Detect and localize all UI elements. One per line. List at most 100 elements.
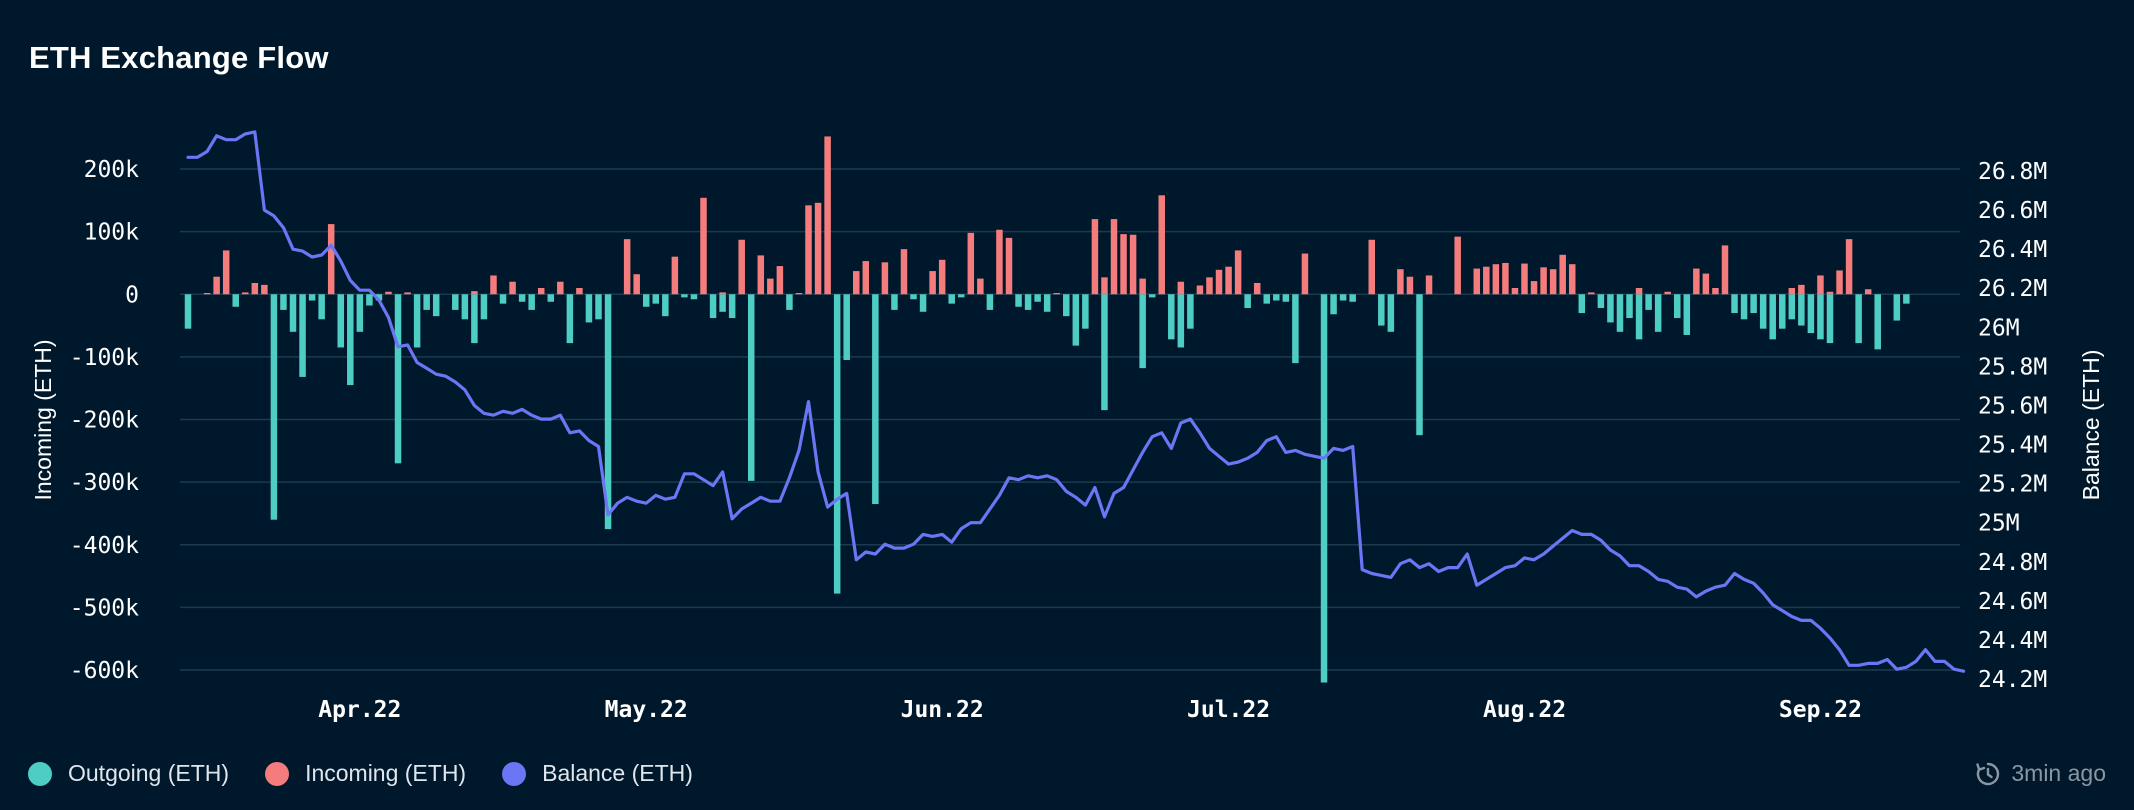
outgoing-bar	[1779, 294, 1786, 329]
incoming-bar	[1206, 277, 1213, 295]
incoming-bar	[1397, 269, 1404, 295]
outgoing-bar	[480, 294, 488, 320]
outgoing-bar	[652, 294, 660, 304]
outgoing-bar	[375, 294, 383, 301]
incoming-bar	[757, 255, 765, 295]
outgoing-dot-icon	[28, 761, 52, 786]
left-axis-ticks: 200k 100k 0 -100k -200k -300k -400k -500k -600k	[70, 157, 139, 684]
outgoing-bar	[299, 294, 306, 377]
outgoing-bar	[1855, 294, 1862, 344]
incoming-bar	[1864, 289, 1872, 295]
incoming-bar	[1368, 239, 1376, 295]
outgoing-bar	[833, 294, 841, 594]
outgoing-bar	[366, 294, 373, 306]
legend-label-balance: Balance (ETH)	[542, 760, 693, 786]
incoming-bar	[1234, 250, 1242, 295]
right-tick-label: 26.8M	[1978, 159, 2047, 185]
balance-line-group	[186, 130, 1966, 673]
outgoing-bar	[318, 294, 325, 320]
right-tick-label: 26M	[1978, 315, 2020, 341]
outgoing-bar	[566, 294, 574, 344]
left-tick-label: -300k	[70, 470, 139, 496]
incoming-bar	[1110, 219, 1118, 295]
incoming-bar	[242, 292, 249, 295]
incoming-bar	[814, 202, 822, 295]
right-tick-label: 24.2M	[1978, 667, 2047, 693]
legend-item-incoming[interactable]: Incoming (ETH)	[265, 760, 466, 787]
right-tick-label: 26.2M	[1978, 276, 2047, 302]
incoming-bar	[576, 287, 583, 295]
incoming-bar	[1530, 281, 1538, 295]
outgoing-bar	[1168, 294, 1175, 340]
incoming-bar	[929, 271, 936, 295]
outgoing-bar	[1893, 294, 1901, 321]
outgoing-bar	[891, 294, 898, 310]
right-tick-label: 25.6M	[1978, 393, 2047, 419]
incoming-bar	[1549, 269, 1557, 295]
outgoing-bar	[919, 294, 927, 312]
outgoing-bar	[1148, 294, 1156, 298]
outgoing-bar	[642, 294, 650, 307]
right-tick-label: 25.2M	[1978, 472, 2047, 498]
incoming-bar	[1721, 245, 1729, 295]
incoming-bar	[738, 239, 745, 295]
outgoing-bar	[958, 294, 965, 298]
incoming-bar	[1836, 270, 1843, 295]
incoming-bar	[1177, 281, 1185, 295]
outgoing-bar	[1740, 294, 1748, 320]
incoming-bar	[1702, 273, 1710, 295]
incoming-bar	[1301, 253, 1309, 295]
incoming-bar	[1005, 237, 1013, 295]
outgoing-bar	[471, 294, 478, 344]
outgoing-bar	[786, 294, 793, 310]
outgoing-bar	[1645, 294, 1652, 310]
outgoing-bar	[184, 294, 192, 329]
incoming-bar	[1454, 236, 1461, 295]
incoming-bar	[795, 292, 803, 295]
outgoing-bar	[681, 294, 688, 298]
outgoing-bars	[184, 294, 1910, 683]
incoming-bar	[881, 262, 889, 295]
incoming-bar	[1101, 277, 1108, 295]
incoming-bar	[1473, 268, 1481, 295]
outgoing-bar	[604, 294, 612, 530]
incoming-bar	[1483, 266, 1490, 295]
incoming-bar	[1521, 263, 1528, 295]
right-tick-label: 25.8M	[1978, 354, 2047, 380]
outgoing-bar	[1339, 294, 1347, 301]
incoming-bar	[1559, 254, 1566, 295]
legend-item-balance[interactable]: Balance (ETH)	[502, 760, 693, 787]
outgoing-bar	[1673, 294, 1681, 319]
right-tick-label: 25.4M	[1978, 433, 2047, 459]
outgoing-bar	[1731, 294, 1738, 314]
right-tick-label: 24.4M	[1978, 628, 2047, 654]
incoming-bar	[1712, 287, 1719, 295]
incoming-bar	[938, 259, 946, 295]
incoming-bar	[853, 271, 860, 295]
legend-item-outgoing[interactable]: Outgoing (ETH)	[28, 760, 229, 787]
outgoing-bar	[1139, 294, 1146, 369]
x-tick-label: Jul.22	[1187, 697, 1270, 723]
incoming-bar	[623, 239, 631, 295]
incoming-bar	[213, 276, 220, 295]
incoming-bar	[767, 278, 774, 295]
incoming-bar	[1091, 219, 1099, 295]
right-tick-label: 24.8M	[1978, 550, 2047, 576]
outgoing-bar	[1635, 294, 1643, 340]
outgoing-bar	[1416, 294, 1423, 436]
outgoing-bar	[1750, 294, 1757, 314]
legend: Outgoing (ETH) Incoming (ETH) Balance (E…	[28, 760, 729, 787]
outgoing-bar	[948, 294, 955, 304]
outgoing-bar	[1063, 294, 1070, 317]
legend-label-outgoing: Outgoing (ETH)	[68, 760, 230, 786]
outgoing-bar	[843, 294, 850, 361]
outgoing-bar	[1082, 294, 1089, 329]
outgoing-bar	[595, 294, 602, 320]
outgoing-bar	[1015, 294, 1022, 307]
incoming-bar	[719, 292, 726, 295]
outgoing-bar	[499, 294, 507, 304]
right-axis-ticks: 26.8M 26.6M 26.4M 26.2M 26M 25.8M 25.6M 25.4M 25…	[1978, 159, 2047, 693]
outgoing-bar	[1817, 294, 1824, 340]
incoming-bar	[805, 205, 812, 295]
